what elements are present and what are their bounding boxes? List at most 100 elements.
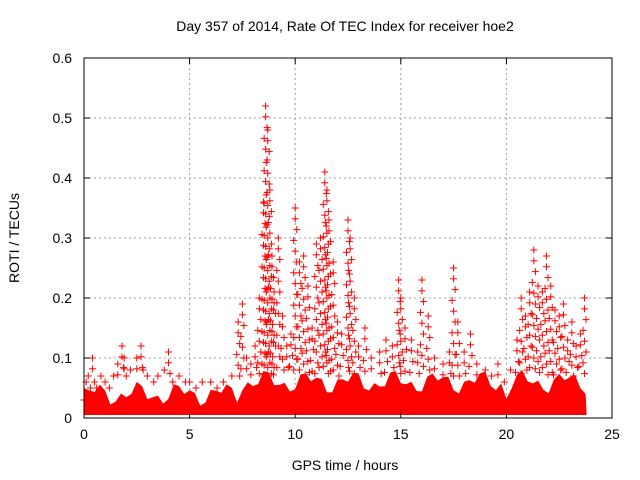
data-point [105, 384, 113, 392]
y-tick-label: 0.2 [53, 290, 73, 306]
data-point [500, 378, 508, 386]
data-point [545, 282, 556, 376]
data-point [579, 294, 590, 378]
data-point [416, 276, 427, 370]
data-point [137, 342, 147, 372]
data-point [355, 342, 364, 372]
data-point [423, 312, 434, 374]
dense-data-band [84, 370, 587, 415]
data-point [120, 354, 128, 373]
data-point [273, 234, 284, 372]
dense-point-band [84, 370, 587, 415]
x-tick-label: 0 [80, 426, 88, 442]
chart-title: Day 357 of 2014, Rate Of TEC Index for r… [176, 18, 514, 34]
y-tick-label: 0.6 [53, 50, 73, 66]
data-point [494, 360, 502, 379]
data-point [524, 288, 535, 372]
data-point [562, 336, 573, 376]
data-point [262, 126, 273, 372]
data-point [393, 276, 404, 370]
y-tick-labels: 0 0.1 0.2 0.3 0.4 0.5 0.6 [53, 50, 73, 426]
data-point [169, 378, 177, 386]
data-point [122, 372, 130, 380]
data-point [247, 360, 255, 379]
data-point [460, 348, 470, 378]
data-point [269, 288, 280, 372]
data-point [452, 318, 463, 380]
data-point [97, 372, 105, 380]
data-point [323, 216, 334, 375]
data-point [520, 312, 531, 374]
y-tick-label: 0.5 [53, 110, 73, 126]
data-point [336, 330, 347, 370]
data-point [359, 324, 370, 375]
data-point [481, 366, 489, 374]
data-point [376, 348, 385, 378]
data-point [260, 102, 271, 380]
data-point [406, 336, 417, 376]
data-point [511, 336, 522, 376]
data-point [566, 318, 577, 380]
data-point [507, 366, 515, 374]
data-point [388, 342, 398, 372]
data-point [175, 372, 183, 380]
data-point [110, 372, 118, 380]
data-point [395, 294, 406, 378]
data-point [207, 378, 215, 386]
x-tick-label: 15 [393, 426, 409, 442]
data-point [414, 348, 423, 378]
data-point [298, 252, 309, 379]
data-point [243, 354, 251, 373]
data-point [554, 312, 565, 374]
data-point [307, 324, 318, 375]
data-point [400, 324, 411, 375]
data-point [528, 246, 539, 373]
data-point [381, 336, 392, 376]
data-point [311, 240, 322, 378]
data-point [541, 252, 552, 379]
data-point [302, 282, 313, 376]
data-point [345, 234, 356, 372]
data-point [114, 360, 122, 379]
data-point [219, 378, 227, 386]
x-tick-label: 5 [186, 426, 194, 442]
data-point [237, 300, 248, 373]
data-point [86, 384, 94, 392]
data-point [254, 294, 265, 378]
data-point [343, 216, 353, 375]
data-point [91, 378, 99, 386]
data-point [488, 372, 496, 380]
data-point [558, 300, 569, 373]
y-tick-label: 0.4 [53, 170, 73, 186]
data-point [143, 372, 151, 380]
data-point [367, 354, 375, 373]
data-point [328, 258, 339, 374]
x-tick-label: 10 [287, 426, 303, 442]
y-axis-label: ROTI / TECUs [6, 193, 22, 283]
data-point [575, 330, 586, 370]
data-point [93, 384, 101, 392]
y-tick-label: 0.3 [53, 230, 73, 246]
data-point [516, 294, 527, 378]
data-point [150, 378, 158, 386]
y-tick-label: 0 [64, 410, 72, 426]
data-point [439, 360, 447, 379]
data-point [186, 378, 194, 386]
data-point [431, 354, 439, 373]
x-tick-label: 25 [604, 426, 620, 442]
data-point [294, 258, 305, 374]
x-tick-label: 20 [499, 426, 515, 442]
data-point [264, 186, 275, 378]
data-point [533, 282, 544, 376]
data-point [277, 312, 288, 374]
data-point [154, 372, 162, 380]
data-point [283, 342, 292, 372]
data-point [133, 354, 141, 373]
data-point [228, 372, 236, 380]
data-point [321, 186, 332, 378]
x-tick-labels: 0 5 10 15 20 25 [80, 426, 620, 442]
data-point [126, 366, 134, 374]
data-point [88, 354, 96, 373]
x-axis-label: GPS time / hours [292, 457, 399, 473]
